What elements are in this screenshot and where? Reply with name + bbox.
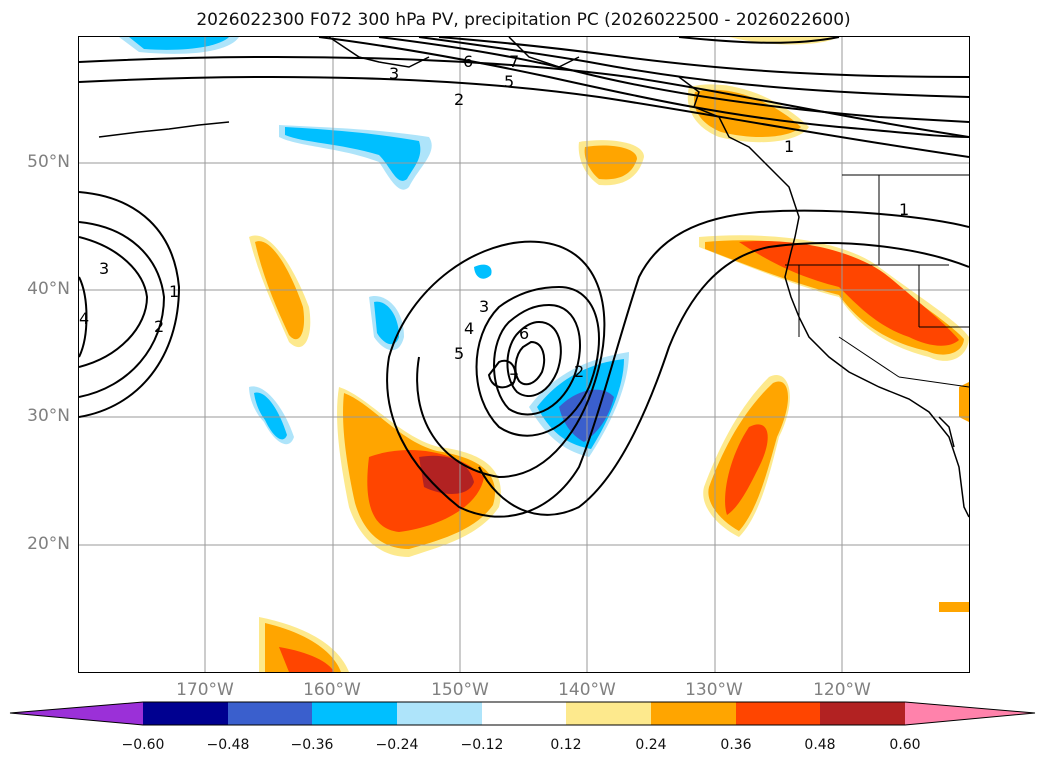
colorbar-tick: −0.12 [460, 737, 504, 753]
colorbar-tick: −0.48 [206, 737, 250, 753]
lon-label-120w: 120°W [813, 680, 871, 700]
coastlines [98, 37, 969, 518]
lon-label-170w: 170°W [176, 680, 234, 700]
colorbar-swatch [312, 702, 397, 725]
lon-label-140w: 140°W [558, 680, 616, 700]
contour-label: 7 [509, 370, 519, 389]
lon-label-160w: 160°W [303, 680, 361, 700]
contour-label: 6 [519, 324, 529, 343]
colorbar-tick: 0.48 [804, 737, 836, 753]
colorbar-strip [9, 701, 1036, 726]
contour-label: 2 [454, 90, 464, 109]
contour-label: 5 [454, 344, 464, 363]
colorbar-tick: −0.36 [290, 737, 334, 753]
colorbar-swatch [566, 702, 651, 725]
lat-label-40n: 40°N [27, 279, 70, 299]
lon-label-150w: 150°W [431, 680, 489, 700]
colorbar-tick: 0.24 [635, 737, 667, 753]
colorbar-swatch [482, 702, 566, 725]
colorbar-outline [9, 701, 1036, 726]
colorbar: −0.60 −0.48 −0.36 −0.24 −0.12 0.12 0.24 … [0, 700, 1047, 753]
contour-label: 2 [574, 362, 584, 381]
contour-label: 4 [464, 319, 474, 338]
contour-label: 3 [389, 64, 399, 83]
state-borders [785, 174, 969, 388]
contour-label: 5 [504, 72, 514, 91]
pv-contours [79, 37, 969, 518]
map-canvas: 1 1 1 2 2 2 3 3 3 4 4 5 5 6 6 7 7 [79, 37, 969, 672]
colorbar-tick: 0.36 [720, 737, 752, 753]
colorbar-swatch [651, 702, 736, 725]
contour-label: 1 [784, 137, 794, 156]
colorbar-tick: 0.12 [550, 737, 582, 753]
colorbar-swatch [736, 702, 820, 725]
contour-labels: 1 1 1 2 2 2 3 3 3 4 4 5 5 6 6 7 7 [79, 52, 909, 389]
lat-label-20n: 20°N [27, 534, 70, 554]
lat-label-30n: 30°N [27, 406, 70, 426]
colorbar-swatch [143, 702, 228, 725]
map-gridlines [79, 37, 969, 672]
contour-label: 1 [169, 282, 179, 301]
contour-label: 7 [509, 52, 519, 71]
contour-label: 1 [899, 200, 909, 219]
colorbar-extend-low [10, 702, 143, 725]
colorbar-extend-high [905, 702, 1035, 725]
colorbar-swatch [397, 702, 482, 725]
contour-label: 4 [79, 309, 89, 328]
colorbar-tick: 0.60 [889, 737, 921, 753]
colorbar-swatch [228, 702, 312, 725]
colorbar-tick: −0.24 [375, 737, 419, 753]
colorbar-swatch [820, 702, 905, 725]
lat-label-50n: 50°N [27, 152, 70, 172]
lon-label-130w: 130°W [685, 680, 743, 700]
contour-label: 2 [154, 317, 164, 336]
map-title: 2026022300 F072 300 hPa PV, precipitatio… [196, 10, 851, 30]
map-panel: 1 1 1 2 2 2 3 3 3 4 4 5 5 6 6 7 7 [79, 37, 969, 672]
contour-label: 6 [463, 52, 473, 71]
contour-label: 3 [99, 259, 109, 278]
contour-label: 3 [479, 297, 489, 316]
colorbar-tick: −0.60 [121, 737, 165, 753]
